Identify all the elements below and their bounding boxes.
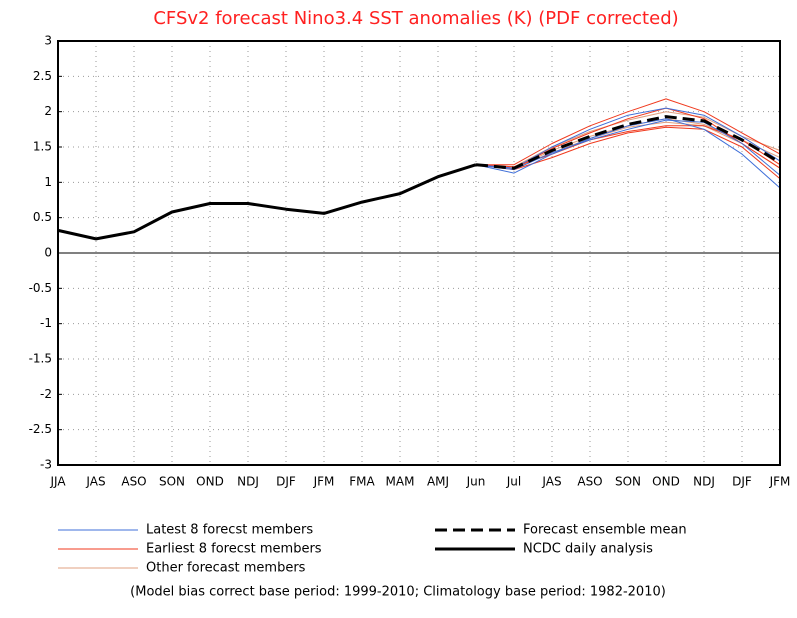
legend-label: NCDC daily analysis xyxy=(523,542,653,557)
y-tick-label: -2.5 xyxy=(29,422,52,436)
y-tick-label: 2 xyxy=(44,104,52,118)
legend-label: Forecast ensemble mean xyxy=(523,523,687,538)
y-tick-label: -2 xyxy=(40,387,52,401)
y-tick-label: -1.5 xyxy=(29,352,52,366)
series-line xyxy=(475,107,781,169)
legend-label: Earliest 8 forecst members xyxy=(146,542,322,557)
x-tick-label: JFM xyxy=(313,475,335,489)
x-tick-label: Jun xyxy=(466,475,486,489)
x-tick-label: JAS xyxy=(541,475,561,489)
y-tick-label: -0.5 xyxy=(29,281,52,295)
y-tick-label: 3 xyxy=(44,34,52,48)
x-tick-label: NDJ xyxy=(693,475,715,489)
x-tick-label: JFM xyxy=(769,475,791,489)
y-tick-label: 1 xyxy=(44,175,52,189)
x-tick-label: JAS xyxy=(85,475,105,489)
x-tick-label: AMJ xyxy=(427,475,449,489)
y-tick-label: 0 xyxy=(44,246,52,260)
x-tick-label: SON xyxy=(615,475,641,489)
x-tick-label: MAM xyxy=(386,475,415,489)
y-tick-label: 1.5 xyxy=(33,140,52,154)
series-line xyxy=(475,107,781,169)
x-tick-label: JJA xyxy=(49,475,66,489)
series-line xyxy=(475,126,781,180)
x-tick-label: ASO xyxy=(577,475,602,489)
x-tick-label: OND xyxy=(652,475,680,489)
x-tick-label: DJF xyxy=(732,475,752,489)
series-line xyxy=(57,163,477,241)
x-tick-label: ASO xyxy=(121,475,146,489)
series-line xyxy=(475,119,781,176)
chart-title: CFSv2 forecast Nino3.4 SST anomalies (K)… xyxy=(153,8,678,29)
x-tick-label: FMA xyxy=(349,475,375,489)
legend-label: Latest 8 forecst members xyxy=(146,523,313,538)
y-tick-label: -1 xyxy=(40,316,52,330)
x-tick-label: Jul xyxy=(506,475,521,489)
y-tick-label: 2.5 xyxy=(33,69,52,83)
x-tick-label: SON xyxy=(159,475,185,489)
series-line xyxy=(476,98,781,166)
y-tick-label: -3 xyxy=(40,458,52,472)
y-tick-label: 0.5 xyxy=(33,210,52,224)
footnote: (Model bias correct base period: 1999-20… xyxy=(130,585,666,600)
series-line xyxy=(475,111,781,168)
x-tick-label: DJF xyxy=(276,475,296,489)
legend-label: Other forecast members xyxy=(146,561,306,576)
series-line xyxy=(475,118,781,189)
x-tick-label: NDJ xyxy=(237,475,259,489)
plot-frame xyxy=(57,40,781,466)
x-tick-label: OND xyxy=(196,475,224,489)
